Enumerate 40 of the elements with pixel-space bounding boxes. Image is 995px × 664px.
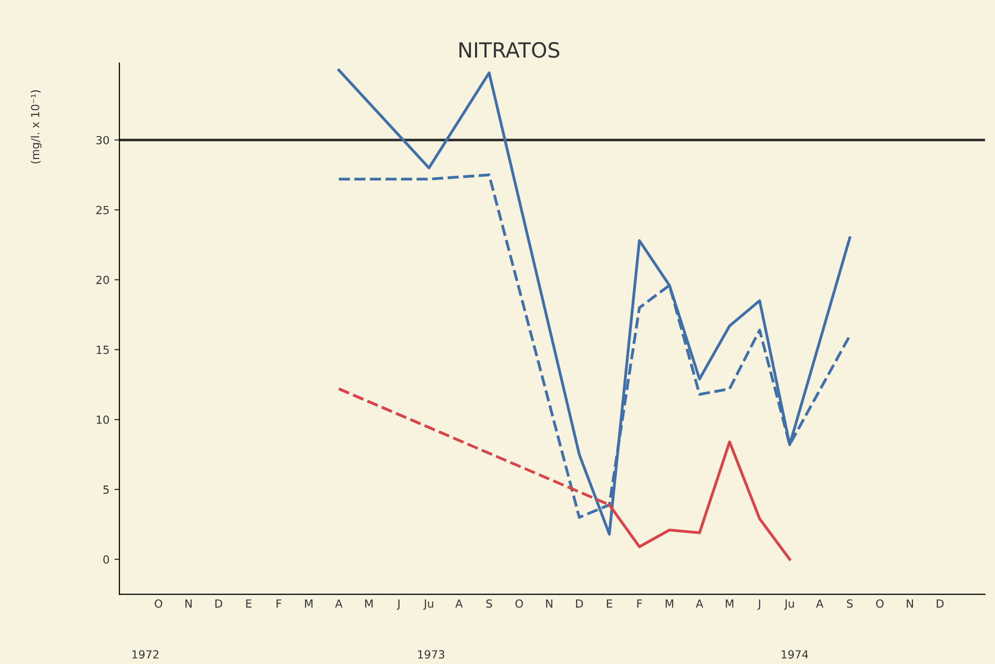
- x-tick-label: O: [154, 599, 162, 608]
- x-tick-label: M: [666, 599, 674, 608]
- chart-title: NITRATOS: [459, 42, 560, 58]
- x-tick-label: N: [546, 599, 552, 608]
- x-tick-label: M: [305, 599, 312, 608]
- y-tick-label: 20: [96, 276, 109, 284]
- x-tick-label: J: [757, 599, 760, 610]
- x-tick-label: O: [515, 599, 523, 608]
- x-tick-label: M: [726, 599, 734, 608]
- x-tick-label: A: [816, 599, 824, 608]
- text: 1972: [132, 650, 158, 659]
- x-tick-label: Ju: [423, 599, 434, 610]
- x-tick-label: A: [335, 599, 343, 608]
- x-tick-label: F: [637, 599, 642, 608]
- x-tick-label: N: [906, 599, 913, 608]
- x-tick-label: S: [847, 599, 853, 608]
- text: 1973: [418, 650, 444, 659]
- x-tick-label: J: [396, 599, 400, 610]
- y-axis-title: (mg/l. x 10⁻¹): [30, 90, 42, 164]
- y-tick-label: 15: [96, 346, 109, 354]
- y-tick-label: 30: [96, 136, 109, 144]
- x-tick-label: N: [185, 599, 192, 608]
- x-tick-label: D: [576, 599, 583, 608]
- x-tick-label: E: [606, 599, 612, 608]
- x-tick-label: A: [696, 599, 704, 608]
- x-tick-label: E: [246, 599, 252, 608]
- y-tick-label: 0: [103, 555, 109, 564]
- y-tick-label: 5: [103, 486, 109, 494]
- x-tick-label: O: [876, 599, 884, 608]
- line-series: [337, 68, 852, 536]
- y-tick-label: 25: [96, 206, 109, 214]
- x-tick-label: M: [365, 599, 373, 608]
- x-tick-label: D: [215, 599, 222, 608]
- x-tick-label: S: [486, 599, 492, 608]
- x-tick-label: Ju: [784, 599, 794, 610]
- x-tick-label: A: [455, 599, 463, 608]
- x-tick-label: D: [936, 599, 944, 608]
- y-tick-label: 10: [96, 416, 109, 424]
- x-tick-label: F: [276, 599, 282, 608]
- text: 1974: [782, 650, 808, 659]
